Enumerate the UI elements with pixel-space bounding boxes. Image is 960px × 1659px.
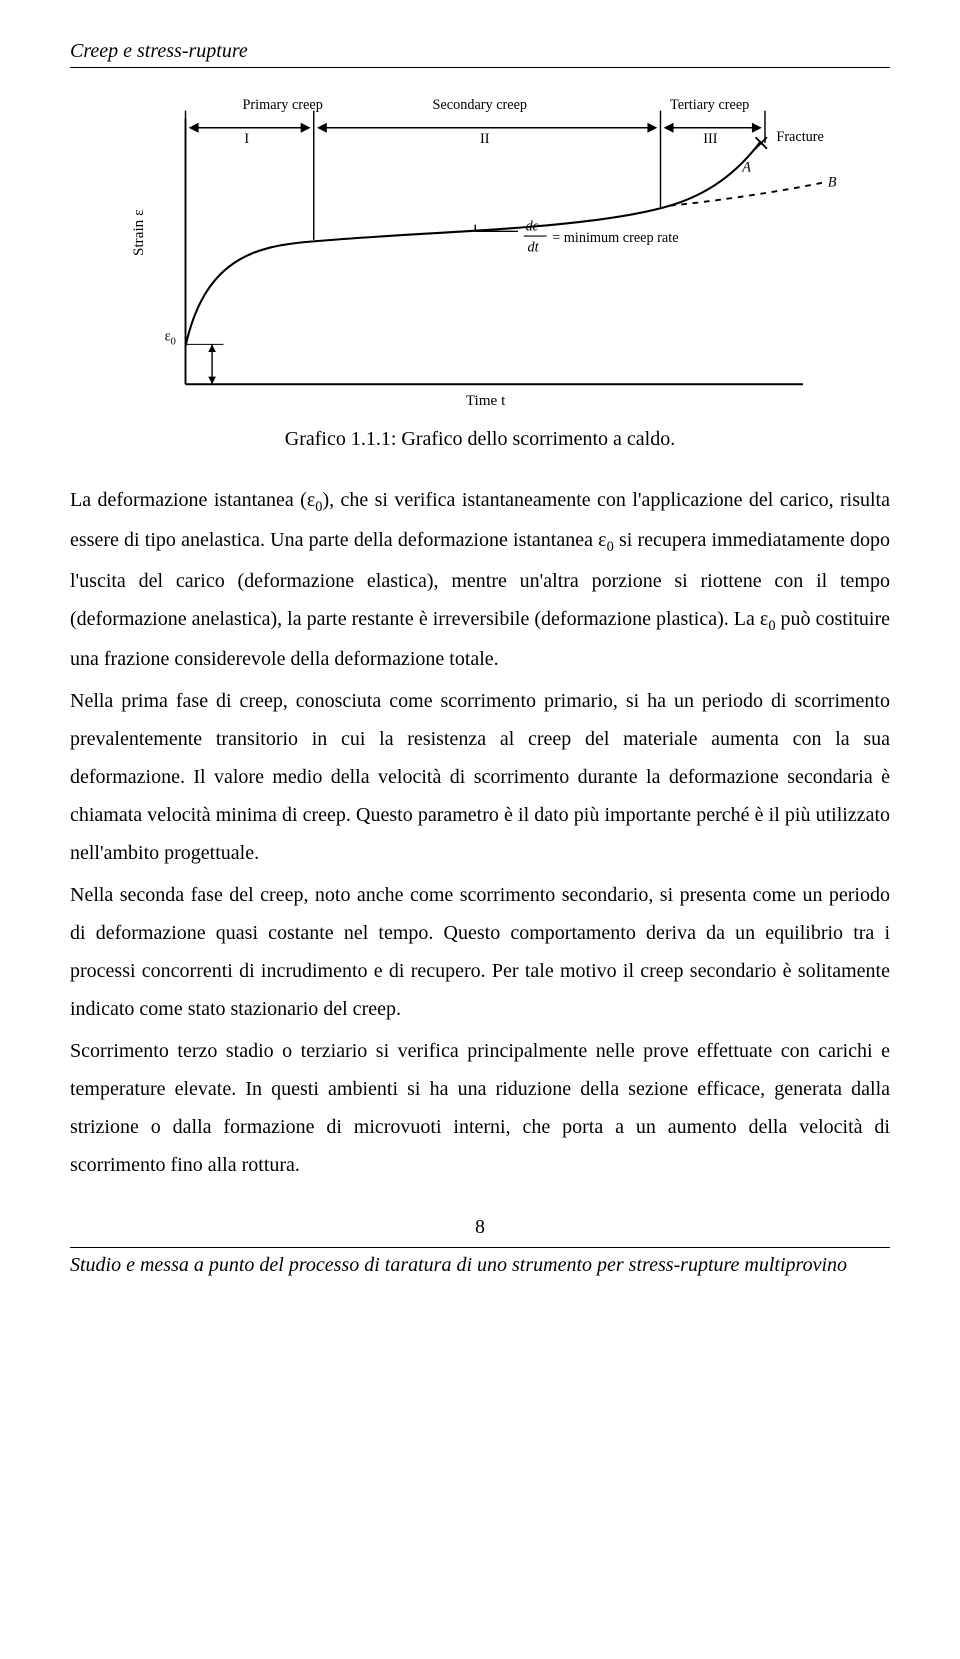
running-head: Creep e stress-rupture [70, 40, 890, 68]
label-b: B [828, 175, 837, 191]
epsilon0-marker: ε0 [165, 329, 224, 385]
y-axis-label: Strain ε [130, 210, 147, 256]
curve-b-path [670, 183, 822, 206]
x-axis-label: Time t [466, 392, 506, 409]
paragraph-1: La deformazione istantanea (ε0), che si … [70, 481, 890, 678]
svg-text:dε: dε [526, 218, 539, 234]
label-primary: Primary creep [243, 97, 323, 113]
footer-rule: Studio e messa a punto del processo di t… [70, 1247, 890, 1277]
paragraph-2: Nella prima fase di creep, conosciuta co… [70, 682, 890, 872]
label-fracture: Fracture [776, 129, 823, 145]
page-number: 8 [70, 1216, 890, 1239]
numeral-iii: III [703, 131, 717, 147]
creep-curve-svg: Primary creep Secondary creep Tertiary c… [100, 96, 860, 416]
footer-text: Studio e messa a punto del processo di t… [70, 1254, 890, 1277]
label-tertiary: Tertiary creep [670, 97, 749, 113]
numeral-ii: II [480, 131, 490, 147]
numeral-i: I [244, 131, 249, 147]
svg-text:dt: dt [528, 239, 540, 255]
rate-formula: dε dt = minimum creep rate [524, 218, 679, 255]
figure-caption: Grafico 1.1.1: Grafico dello scorrimento… [70, 428, 890, 451]
body-text: La deformazione istantanea (ε0), che si … [70, 481, 890, 1184]
label-secondary: Secondary creep [433, 97, 528, 113]
page-container: Creep e stress-rupture [0, 0, 960, 1317]
range-arrows [190, 124, 760, 132]
svg-text:ε0: ε0 [165, 329, 176, 348]
paragraph-3: Nella seconda fase del creep, noto anche… [70, 876, 890, 1028]
svg-text:= minimum creep rate: = minimum creep rate [552, 230, 678, 246]
figure-creep-curve: Primary creep Secondary creep Tertiary c… [70, 96, 890, 451]
label-a: A [741, 159, 751, 175]
paragraph-4: Scorrimento terzo stadio o terziario si … [70, 1032, 890, 1184]
